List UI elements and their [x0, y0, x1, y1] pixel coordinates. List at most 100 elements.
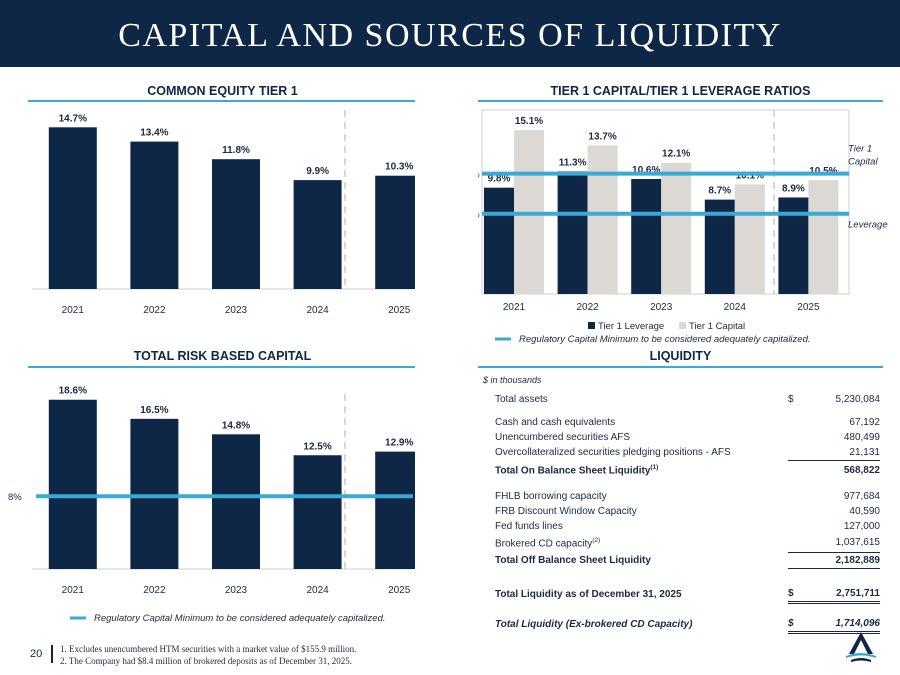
row-label: Fed funds lines — [495, 520, 563, 532]
table-row: Total Liquidity (Ex-brokered CD Capacity… — [495, 616, 881, 634]
t1-data-label-capital: 10.1% — [736, 170, 764, 181]
t1-min-label: 4% — [478, 210, 480, 221]
t1-side-label: Tier 1 — [848, 144, 872, 155]
trbc-bar — [293, 455, 342, 569]
t1-data-label-leverage: 8.7% — [708, 186, 731, 197]
row-label: Total assets — [495, 394, 548, 405]
table-row: FHLB borrowing capacity 977,684 — [495, 489, 880, 504]
t1-tick-label: 2021 — [503, 302, 526, 313]
liq-units-note: $ in thousands — [483, 375, 542, 385]
cet1-tick-label: 2025 — [388, 305, 411, 316]
liq-title-rule — [478, 366, 883, 368]
t1-tick-label: 2023 — [650, 302, 673, 313]
table-row: Brokered CD capacity(2) 1,037,615 — [495, 533, 880, 553]
row-label: FHLB borrowing capacity — [495, 490, 607, 502]
trbc-bar — [375, 451, 415, 569]
row-value: 67,192 — [849, 417, 880, 428]
table-row: Cash and cash equivalents 67,192 — [495, 415, 880, 430]
cet1-data-label: 9.9% — [306, 166, 329, 177]
page-title: CAPITAL AND SOURCES OF LIQUIDITY — [118, 17, 782, 54]
cet1-tick-label: 2022 — [143, 305, 166, 316]
trbc-bar — [48, 399, 97, 569]
trbc-data-label: 16.5% — [140, 405, 168, 416]
table-row: FRB Discount Window Capacity 40,590 — [495, 504, 880, 519]
t1-data-label-leverage: 8.9% — [782, 183, 805, 194]
cet1-bar — [212, 159, 260, 289]
table-row: Overcollateralized securities pledging p… — [495, 445, 880, 461]
legend-swatch-capital — [679, 322, 686, 329]
row-value: 480,499 — [843, 432, 880, 443]
row-label: Total Liquidity (Ex-brokered CD Capacity… — [495, 618, 693, 630]
trbc-min-label: 8% — [8, 492, 22, 503]
row-label: FRB Discount Window Capacity — [495, 505, 637, 517]
t1-tick-label: 2024 — [724, 302, 747, 313]
trbc-chart: Regulatory Capital Minimum to be conside… — [8, 386, 415, 624]
cet1-title: COMMON EQUITY TIER 1 — [147, 84, 298, 98]
t1-data-label-leverage: 9.8% — [488, 174, 511, 185]
row-value: 2,182,889 — [788, 552, 880, 569]
legend-swatch-leverage — [588, 322, 595, 329]
t1-title-rule — [478, 100, 883, 102]
currency-sign: $ — [788, 618, 794, 629]
row-value: 40,590 — [849, 505, 880, 517]
table-row: Total assets $5,230,084 — [495, 392, 880, 407]
currency-sign: $ — [788, 394, 794, 405]
row-value: 2,751,711 — [836, 588, 880, 599]
company-logo-icon — [846, 632, 876, 662]
footnote-1: 1. Excludes unencumbered HTM securities … — [60, 644, 357, 654]
t1-bar-leverage — [484, 187, 514, 294]
t1-bar-capital — [661, 162, 692, 294]
trbc-title-rule — [28, 366, 415, 368]
row-value: 568,822 — [843, 465, 880, 477]
t1-bar-capital — [734, 184, 765, 294]
t1-chart: Tier 1 Leverage Tier 1 Capital Regulator… — [478, 109, 888, 345]
t1-bar-capital — [587, 145, 618, 294]
trbc-tick-label: 2024 — [306, 585, 329, 596]
legend-label-capital: Tier 1 Capital — [689, 321, 745, 332]
t1-data-label-capital: 13.7% — [588, 131, 616, 142]
cet1-bar — [375, 175, 415, 289]
row-value: 1,714,096 — [835, 618, 881, 629]
footnote-2: 2. The Company had $8.4 million of broke… — [60, 656, 353, 666]
trbc-bar — [212, 434, 260, 569]
table-row: Fed funds lines 127,000 — [495, 519, 880, 534]
t1-min-label: 6% — [478, 170, 480, 181]
currency-sign: $ — [788, 588, 794, 599]
page-number: 20 — [30, 648, 43, 660]
cet1-chart: 14.7% 2021 13.4% 2022 11.8% 2023 9.9% 2024 10.3%… — [32, 110, 415, 316]
header-banner: CAPITAL AND SOURCES OF LIQUIDITY — [0, 0, 900, 67]
row-label: Total On Balance Sheet Liquidity — [495, 465, 651, 477]
cet1-bar — [293, 180, 342, 289]
cet1-data-label: 10.3% — [385, 162, 413, 173]
row-value: 127,000 — [843, 520, 880, 532]
t1-side-label: Capital — [848, 157, 878, 168]
t1-bar-leverage — [557, 171, 588, 294]
liq-title: LIQUIDITY — [649, 349, 712, 363]
cet1-data-label: 11.8% — [222, 145, 250, 156]
footnote-ref: (1) — [650, 464, 659, 472]
legend-label-minimum: Regulatory Capital Minimum to be conside… — [519, 334, 811, 345]
footnotes: 1. Excludes unencumbered HTM securities … — [60, 643, 356, 667]
legend-label-leverage: Tier 1 Leverage — [598, 321, 664, 332]
cet1-data-label: 14.7% — [59, 113, 87, 124]
table-row: Total On Balance Sheet Liquidity(1) 568,… — [495, 461, 880, 481]
table-row: Total Off Balance Sheet Liquidity 2,182,… — [495, 552, 880, 569]
trbc-data-label: 14.8% — [222, 420, 250, 431]
trbc-title: TOTAL RISK BASED CAPITAL — [133, 349, 312, 363]
row-label: Cash and cash equivalents — [495, 417, 616, 428]
t1-bar-capital — [808, 180, 839, 294]
row-value: 977,684 — [843, 490, 880, 502]
t1-title: TIER 1 CAPITAL/TIER 1 LEVERAGE RATIOS — [550, 84, 811, 98]
cet1-tick-label: 2021 — [62, 305, 85, 316]
trbc-legend-label-minimum: Regulatory Capital Minimum to be conside… — [94, 613, 386, 624]
t1-bar-leverage — [631, 179, 662, 294]
cet1-title-rule — [28, 100, 415, 102]
row-label: Total Liquidity as of December 31, 2025 — [495, 588, 682, 600]
trbc-data-label: 18.6% — [59, 386, 87, 397]
t1-side-label: Leverage — [848, 220, 888, 231]
trbc-data-label: 12.9% — [385, 438, 413, 449]
row-value: 5,230,084 — [835, 394, 881, 405]
liquidity-table: Total assets $5,230,084 Cash and cash eq… — [495, 392, 880, 634]
t1-data-label-leverage: 10.6% — [632, 165, 660, 176]
t1-tick-label: 2022 — [576, 302, 599, 313]
